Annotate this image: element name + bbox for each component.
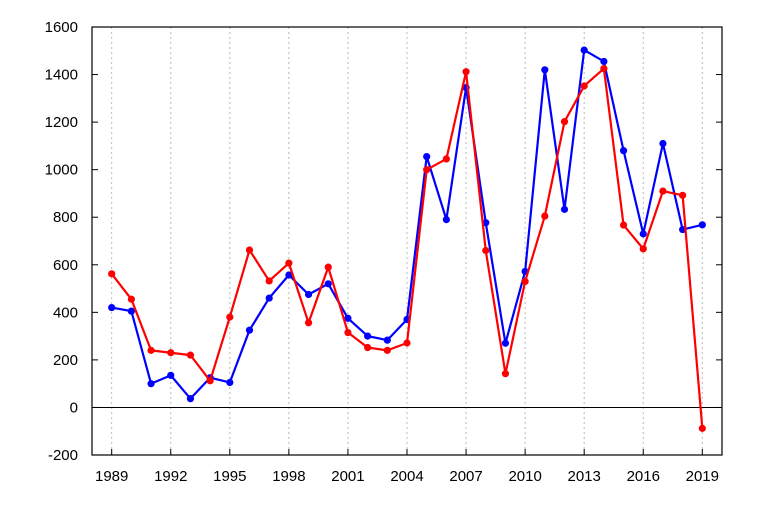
series-2-point — [442, 155, 450, 163]
x-tick-label: 2007 — [449, 468, 482, 485]
series-1-point — [304, 290, 313, 299]
y-tick-label: 800 — [53, 209, 78, 226]
series-2-point — [403, 339, 411, 347]
y-tick-label: 1400 — [45, 67, 78, 84]
series-1-point — [344, 314, 352, 322]
series-2-point — [639, 245, 647, 253]
series-2-point — [482, 246, 490, 255]
series-2-point — [698, 424, 706, 432]
x-tick-label: 1992 — [154, 468, 187, 485]
series-1-point — [108, 303, 116, 312]
series-1-point — [580, 46, 588, 54]
series-1-point — [541, 66, 549, 74]
y-tick-label: 1200 — [45, 114, 78, 131]
x-tick-label: 1995 — [213, 468, 246, 485]
series-1-point — [383, 336, 391, 344]
series-2-point — [600, 65, 608, 73]
y-tick-label: 200 — [53, 352, 78, 369]
y-tick-label: 0 — [70, 399, 78, 416]
series-1-point — [698, 221, 706, 229]
series-1-point — [600, 57, 608, 66]
series-1-point — [147, 380, 155, 388]
x-tick-label: 1989 — [95, 468, 128, 485]
grid-layer — [111, 27, 703, 455]
series-2-point — [560, 118, 569, 126]
y-tick-label: 600 — [53, 257, 78, 274]
x-tick-label: 2013 — [568, 468, 601, 485]
series-1-point — [186, 395, 195, 403]
series-2-point — [521, 277, 529, 286]
series-1-point — [619, 147, 628, 155]
series-2 — [108, 65, 706, 432]
x-tick-label: 1998 — [272, 468, 305, 485]
series-1-point — [560, 205, 569, 213]
series-2-point — [580, 82, 588, 90]
series-1-point — [659, 139, 667, 148]
y-tick-label: 1600 — [45, 19, 78, 36]
y-tick-label: -200 — [48, 447, 78, 464]
plot-frame — [91, 26, 723, 456]
series-2-point — [383, 346, 391, 354]
series-2-point — [619, 221, 628, 229]
series-2-point — [364, 343, 372, 352]
series-2-point — [304, 319, 313, 327]
x-tick-label: 2010 — [508, 468, 541, 485]
ticks-layer: 1989 1992 1995 1998 2001 2004 2007 2010 2013 2016… — [45, 19, 722, 485]
x-tick-label: 2016 — [627, 468, 660, 485]
series-layer — [108, 46, 706, 432]
series-1-point — [324, 280, 332, 288]
series-1-point — [127, 307, 135, 315]
series-2-point — [324, 263, 332, 271]
series-1-point — [639, 230, 647, 238]
series-2-point — [344, 328, 352, 337]
x-tick-label: 2001 — [331, 468, 364, 485]
series-2-point — [659, 187, 667, 195]
series-1-point — [423, 152, 431, 161]
series-2-point — [541, 212, 549, 220]
series-2-point — [206, 377, 214, 385]
series-2-point — [423, 166, 431, 174]
series-2-point — [285, 259, 293, 267]
series-1-point — [265, 294, 273, 302]
series-1-point — [501, 339, 510, 347]
x-tick-label: 2019 — [686, 468, 719, 485]
x-tick-label: 2004 — [390, 468, 423, 485]
series-1-point — [167, 371, 175, 379]
series-2-point — [679, 191, 687, 199]
series-1-point — [442, 216, 450, 224]
series-2-point — [245, 246, 254, 254]
series-2-point — [167, 349, 175, 357]
series-2-point — [265, 277, 273, 285]
y-tick-label: 1000 — [45, 162, 78, 179]
series-2-point — [186, 351, 195, 359]
series-2-point — [127, 295, 135, 303]
series-1-point — [285, 271, 293, 279]
series-1-point — [226, 378, 234, 387]
series-2-point — [108, 270, 116, 278]
series-1-point — [364, 332, 372, 340]
y-tick-label: 400 — [53, 304, 78, 321]
series-2-point — [226, 313, 234, 321]
series-1-point — [245, 326, 254, 334]
series-2-point — [462, 68, 470, 76]
series-2-point — [147, 346, 155, 354]
series-2-point — [501, 370, 510, 378]
